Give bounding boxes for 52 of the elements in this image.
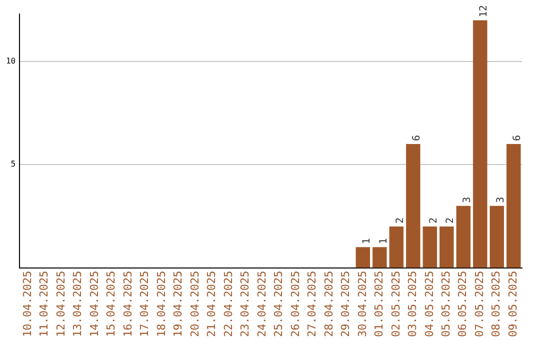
x-tick-label: 28.04.2025 (322, 270, 336, 338)
x-tick-label: 02.05.2025 (389, 270, 402, 338)
x-tick-label: 21.04.2025 (205, 270, 218, 338)
data-label: 12 (478, 5, 490, 18)
x-tick-label: 23.04.2025 (238, 270, 252, 338)
data-label: 2 (395, 217, 406, 224)
bar (372, 247, 387, 268)
bar (406, 144, 420, 268)
bar (422, 226, 438, 268)
data-label: 6 (412, 134, 423, 141)
bar (506, 144, 521, 268)
x-tick-label: 13.04.2025 (71, 270, 84, 338)
x-tick-label: 25.04.2025 (272, 270, 286, 338)
x-tick-label: 20.04.2025 (188, 270, 202, 338)
x-tick-label: 16.04.2025 (121, 270, 134, 338)
x-tick-label: 18.04.2025 (154, 270, 168, 338)
x-tick-label: 12.04.2025 (54, 270, 68, 338)
x-tick-label: 04.05.2025 (422, 270, 436, 338)
bar (356, 247, 370, 268)
x-tick-label: 27.04.2025 (306, 270, 319, 338)
x-tick-label: 15.04.2025 (104, 270, 118, 338)
y-tick-label: 5 (10, 160, 16, 169)
data-label: 3 (462, 196, 473, 203)
y-tick-label: 10 (6, 56, 16, 66)
x-tick-label: 03.05.2025 (406, 270, 420, 338)
data-label: 3 (495, 196, 506, 203)
x-tick-label: 06.05.2025 (456, 270, 470, 338)
bar (490, 206, 504, 268)
bar (440, 226, 454, 268)
x-tick-label: 17.04.2025 (138, 270, 152, 338)
x-tick-label: 08.05.2025 (490, 270, 503, 338)
x-tick-label: 22.04.2025 (222, 270, 235, 338)
x-tick-label: 01.05.2025 (372, 270, 386, 338)
x-tick-label: 30.04.2025 (356, 270, 369, 338)
data-label: 2 (428, 217, 440, 224)
x-tick-label: 07.05.2025 (472, 270, 486, 338)
x-tick-label: 10.04.2025 (20, 270, 34, 338)
data-label: 2 (445, 217, 456, 224)
x-tick-label: 24.04.2025 (255, 270, 268, 338)
x-tick-label: 14.04.2025 (88, 270, 101, 338)
x-tick-label: 19.04.2025 (172, 270, 185, 338)
data-label: 1 (362, 238, 373, 244)
x-tick-label: 05.05.2025 (440, 270, 453, 338)
data-label: 1 (378, 238, 390, 244)
x-tick-label: 09.05.2025 (506, 270, 520, 338)
x-tick-label: 29.04.2025 (339, 270, 352, 338)
data-label: 6 (512, 134, 524, 141)
bar (389, 226, 404, 268)
bar (473, 20, 488, 268)
bar (456, 206, 471, 268)
x-tick-label: 11.04.2025 (38, 270, 51, 338)
x-tick-label: 26.04.2025 (288, 270, 302, 338)
